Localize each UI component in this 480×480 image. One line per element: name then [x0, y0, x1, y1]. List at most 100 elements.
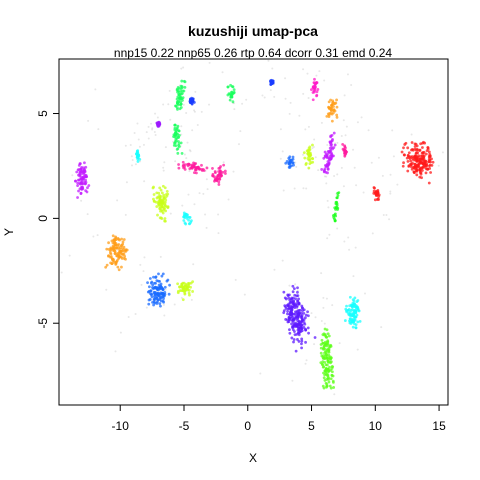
data-point — [315, 94, 318, 98]
data-point — [213, 179, 216, 183]
background-point — [345, 125, 348, 128]
data-point — [192, 164, 196, 168]
background-point — [192, 263, 195, 266]
background-point — [193, 110, 196, 113]
data-point — [182, 286, 186, 289]
background-point — [410, 133, 413, 136]
data-point — [155, 300, 159, 304]
data-point — [152, 303, 156, 307]
data-point — [293, 330, 296, 333]
data-point — [154, 200, 158, 204]
data-point — [327, 115, 331, 119]
data-point — [429, 160, 432, 164]
data-point — [414, 142, 418, 146]
background-point — [307, 97, 310, 100]
data-points — [60, 59, 444, 396]
data-point — [323, 154, 327, 158]
data-point — [284, 161, 288, 165]
data-point — [74, 179, 77, 183]
data-point — [406, 159, 410, 163]
y-tick-label: -5 — [36, 318, 50, 329]
data-point — [351, 318, 355, 321]
data-point — [300, 339, 304, 343]
data-point — [123, 249, 126, 253]
cluster — [331, 191, 341, 223]
cluster — [325, 98, 339, 123]
background-point — [350, 84, 353, 87]
background-point — [243, 293, 246, 296]
data-point — [288, 155, 292, 159]
background-point — [162, 303, 165, 306]
data-point — [307, 331, 310, 335]
data-point — [431, 160, 435, 164]
data-point — [418, 168, 422, 171]
data-point — [423, 141, 427, 145]
data-point — [324, 163, 327, 167]
data-point — [292, 324, 296, 328]
data-point — [335, 196, 339, 200]
data-point — [175, 97, 179, 101]
data-point — [78, 162, 82, 166]
background-point — [200, 110, 203, 113]
background-point — [263, 96, 266, 99]
data-point — [332, 386, 336, 389]
data-point — [107, 254, 110, 258]
data-point — [327, 360, 331, 364]
background-point — [116, 199, 119, 202]
cluster — [302, 143, 315, 170]
data-point — [177, 163, 180, 166]
data-point — [430, 157, 433, 161]
data-point — [327, 380, 331, 384]
data-point — [299, 316, 303, 319]
cluster — [372, 186, 381, 202]
data-point — [326, 167, 330, 171]
data-point — [159, 282, 163, 286]
background-point — [288, 112, 291, 115]
background-point — [180, 125, 183, 128]
data-point — [326, 164, 329, 167]
data-point — [230, 85, 234, 88]
background-point — [162, 166, 165, 169]
data-point — [109, 255, 113, 258]
data-point — [86, 186, 89, 190]
data-point — [304, 161, 308, 165]
data-point — [418, 171, 422, 174]
data-point — [187, 215, 191, 219]
background-point — [194, 90, 197, 93]
data-point — [77, 189, 80, 193]
data-point — [179, 97, 183, 101]
data-point — [323, 369, 327, 373]
data-point — [323, 327, 327, 331]
data-point — [286, 294, 290, 297]
background-point — [169, 212, 172, 215]
data-point — [112, 258, 115, 261]
background-point — [352, 275, 355, 278]
background-point — [311, 147, 314, 150]
data-point — [373, 198, 377, 202]
data-point — [183, 289, 187, 293]
data-point — [222, 163, 226, 167]
data-point — [182, 219, 186, 222]
data-point — [376, 197, 380, 201]
background-point — [364, 292, 367, 295]
data-point — [315, 81, 318, 84]
background-point — [68, 254, 71, 257]
data-point — [329, 368, 333, 372]
data-point — [288, 160, 292, 164]
data-point — [123, 254, 127, 258]
data-point — [296, 338, 299, 341]
data-point — [219, 170, 222, 174]
data-point — [294, 297, 297, 301]
background-point — [347, 236, 350, 239]
data-point — [307, 166, 311, 170]
background-point — [304, 362, 307, 365]
background-point — [162, 169, 165, 172]
data-point — [147, 298, 151, 302]
data-point — [218, 175, 222, 179]
data-point — [176, 108, 179, 111]
background-point — [190, 298, 193, 301]
x-axis: -10 -5 0 5 10 15 — [112, 404, 446, 433]
data-point — [376, 188, 380, 192]
data-point — [83, 161, 86, 165]
background-point — [136, 122, 139, 125]
